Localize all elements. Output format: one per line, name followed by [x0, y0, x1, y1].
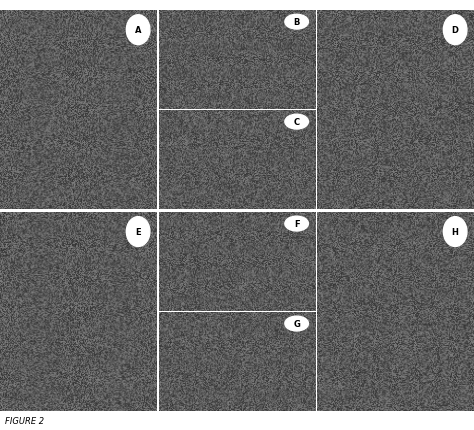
- Text: FIGURE 2: FIGURE 2: [5, 416, 44, 425]
- Text: F: F: [294, 220, 300, 228]
- Circle shape: [285, 217, 309, 231]
- Circle shape: [127, 16, 150, 46]
- Text: B: B: [293, 18, 300, 27]
- Text: E: E: [135, 227, 141, 236]
- Circle shape: [443, 16, 467, 46]
- Circle shape: [285, 15, 309, 30]
- Circle shape: [127, 217, 150, 247]
- Circle shape: [285, 115, 309, 130]
- Circle shape: [443, 217, 467, 247]
- Text: H: H: [452, 227, 459, 236]
- Text: C: C: [293, 118, 300, 127]
- Text: G: G: [293, 319, 300, 328]
- Text: D: D: [452, 26, 459, 35]
- Text: A: A: [135, 26, 141, 35]
- Circle shape: [285, 316, 309, 331]
